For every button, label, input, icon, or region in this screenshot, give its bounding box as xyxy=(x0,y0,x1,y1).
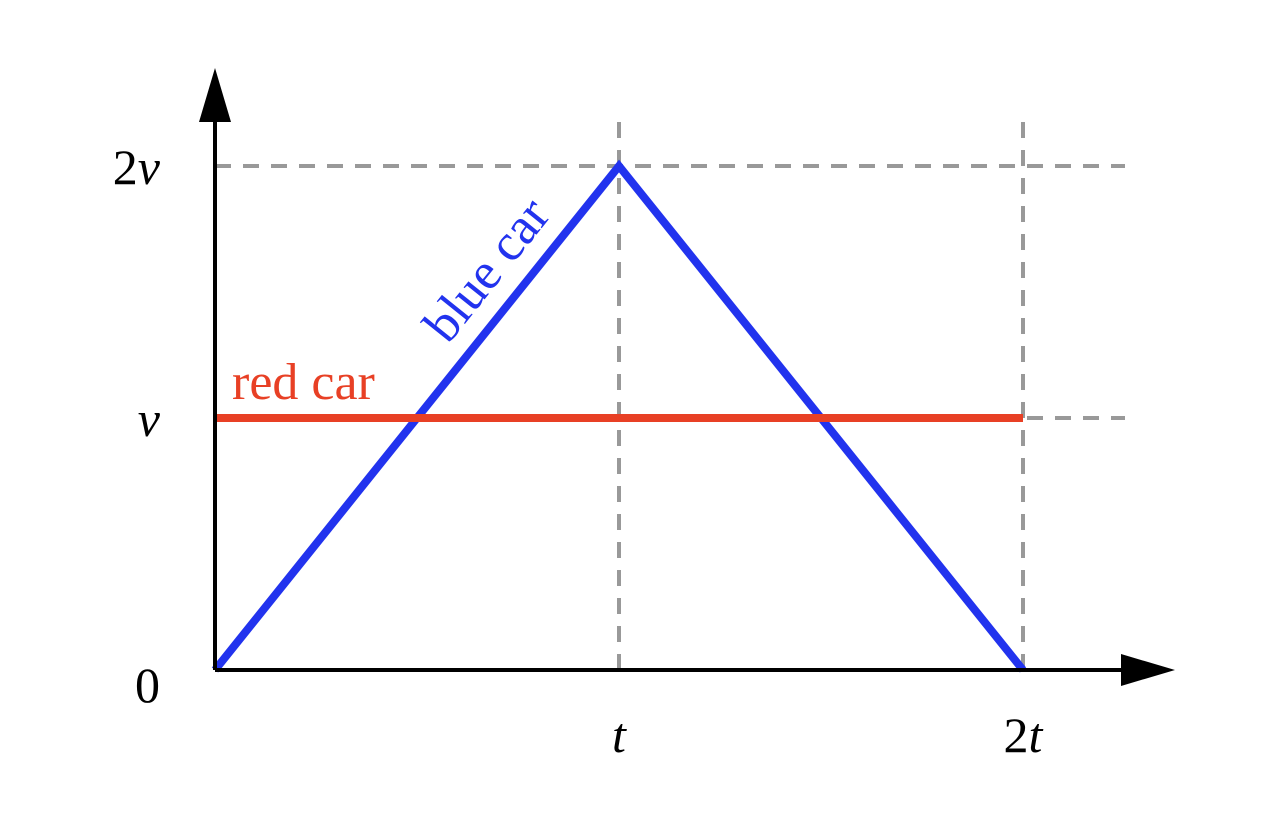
y-tick-label-0: 0 xyxy=(135,657,160,713)
y-axis-arrowhead xyxy=(199,68,231,122)
x-tick-label-0: t xyxy=(612,707,627,763)
y-tick-label-1: v xyxy=(138,391,161,447)
series xyxy=(211,159,1027,673)
x-axis-arrowhead xyxy=(1121,654,1175,686)
y-tick-label-2: 2v xyxy=(113,139,161,195)
x-tick-label-1: 2t xyxy=(1004,707,1044,763)
series-label-red-car: red car xyxy=(232,354,375,411)
axes xyxy=(199,68,1175,686)
series-line-blue-car xyxy=(211,159,1027,673)
